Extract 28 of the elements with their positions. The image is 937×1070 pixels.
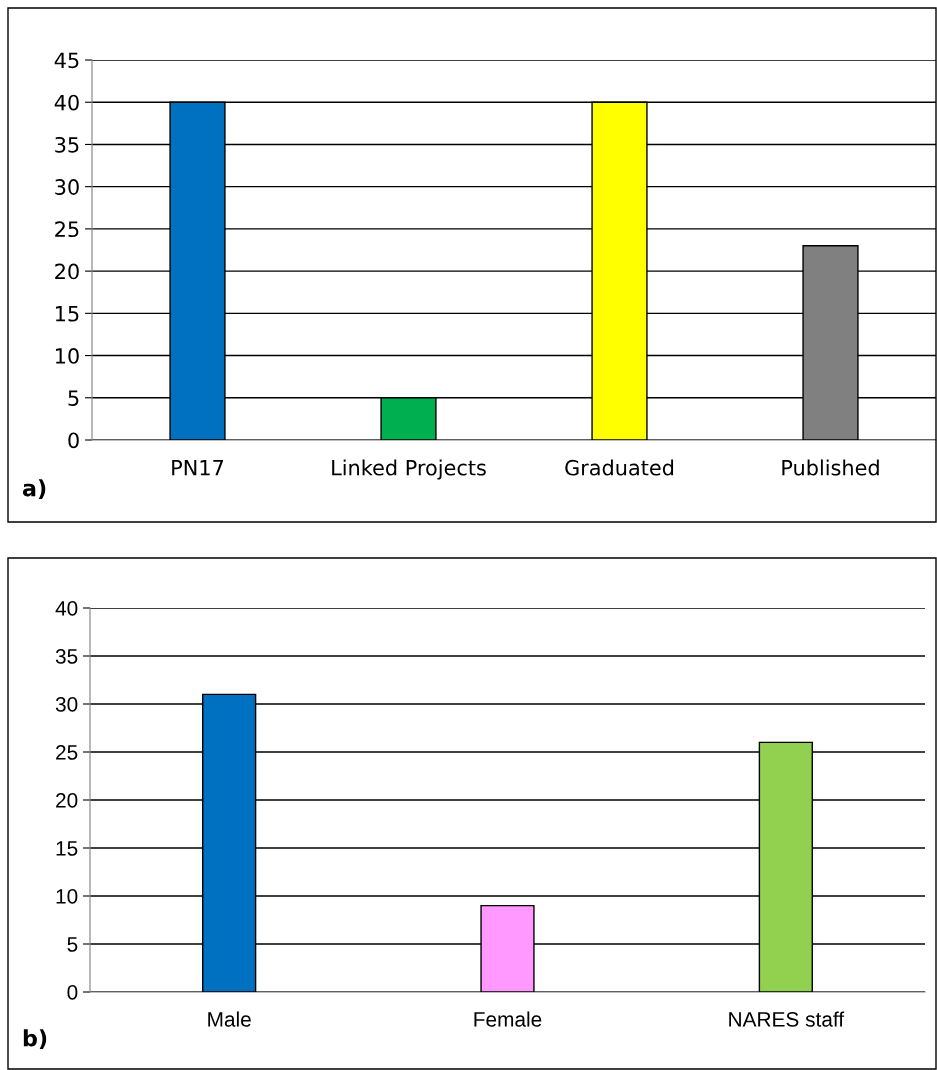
y-tick-label: 25 <box>56 745 78 760</box>
y-tick-label: 20 <box>55 263 79 280</box>
y-tick-label: 30 <box>55 179 79 195</box>
x-tick-label: NARES staff <box>729 1011 845 1027</box>
x-tick-label: PN17 <box>172 460 224 476</box>
y-tick-label: 40 <box>54 94 79 111</box>
y-tick-label: 35 <box>55 136 79 153</box>
y-tick-label: 40 <box>55 601 78 616</box>
x-tick-label: Graduated <box>565 459 674 476</box>
y-tick-label: 25 <box>55 221 79 238</box>
x-tick-label: Female <box>474 1011 542 1027</box>
y-tick-label: 0 <box>68 432 79 449</box>
x-tick-label: Male <box>208 1011 251 1027</box>
y-tick-label: 15 <box>55 306 79 322</box>
y-tick-label: 15 <box>56 841 78 856</box>
text: b) <box>23 1029 47 1050</box>
x-tick-label: Published <box>782 459 879 476</box>
y-tick-label: 0 <box>67 985 78 1000</box>
y-tick-label: 45 <box>54 52 79 69</box>
x-tick-label: Linked Projects <box>332 459 486 480</box>
y-tick-label: 30 <box>55 697 78 712</box>
y-tick-label: 10 <box>56 889 78 904</box>
y-tick-label: 35 <box>55 649 78 664</box>
y-tick-label: 5 <box>68 390 79 406</box>
y-tick-label: 10 <box>55 348 79 364</box>
y-tick-label: 5 <box>67 937 78 952</box>
y-tick-label: 20 <box>56 793 78 808</box>
text: a) <box>22 479 46 500</box>
